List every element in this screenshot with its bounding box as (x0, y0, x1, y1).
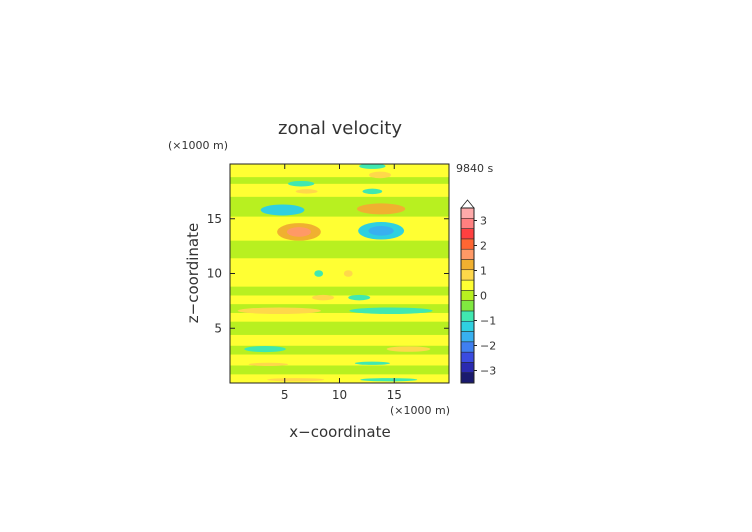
colorbar-swatch-8 (460, 290, 475, 301)
colorbar-swatch-15 (460, 218, 475, 229)
colorbar-swatch-12 (460, 248, 475, 260)
field-blob-0 (288, 180, 315, 187)
field-blob-19 (267, 378, 325, 382)
colorbar: 3 2 1 0 −1 −2 −3 (460, 199, 496, 384)
time-label: 9840 s (456, 162, 493, 175)
field-band-5 (230, 321, 449, 335)
field-blob-core-6 (367, 205, 395, 212)
field-band-14 (230, 183, 449, 197)
colorbar-tick-label-5: −2 (480, 340, 496, 353)
field-blob-10 (343, 270, 353, 277)
field-blob-1 (369, 171, 391, 179)
field-band-6 (230, 312, 449, 322)
field-blob-17 (248, 362, 289, 367)
field-band-4 (230, 334, 449, 346)
field-band-13 (230, 196, 449, 217)
colorbar-extend-arrow (460, 199, 475, 209)
colorbar-swatch-7 (460, 300, 475, 312)
colorbar-tick-label-0: 3 (480, 215, 487, 228)
colorbar-tick-label-4: −1 (480, 315, 496, 328)
field-blobs (237, 164, 433, 382)
field-band-3 (230, 345, 449, 355)
y-tick-label-5: 5 (214, 321, 222, 335)
field-band-8 (230, 295, 449, 305)
field-band-15 (230, 177, 449, 184)
colorbar-swatch-10 (460, 269, 475, 281)
field-blob-core-5 (270, 206, 295, 214)
field-blob-18 (354, 361, 390, 365)
y-tick-label-10: 10 (207, 267, 222, 281)
field-blob-9 (314, 270, 324, 277)
colorbar-tick-label-2: 1 (480, 265, 487, 278)
field-blob-20 (360, 378, 418, 382)
chart-title: zonal velocity (278, 118, 402, 139)
field-band-9 (230, 286, 449, 296)
x-tick-label-10: 10 (332, 388, 347, 402)
plot-area (230, 164, 449, 383)
field-blob-2 (359, 164, 386, 169)
colorbar-swatch-5 (460, 320, 475, 332)
field-blob-core-7 (286, 227, 312, 237)
colorbar-swatch-4 (460, 331, 475, 343)
y-axis: 5 10 15 (207, 212, 449, 335)
y-unit-label: (×1000 m) (168, 139, 228, 152)
x-axis-label: x−coordinate (289, 423, 390, 441)
field-blob-15 (244, 345, 286, 353)
field-band-11 (230, 240, 449, 259)
y-axis-label: z−coordinate (184, 223, 202, 323)
field-blob-16 (386, 346, 431, 352)
field-band-12 (230, 216, 449, 241)
colorbar-swatch-2 (460, 351, 475, 363)
colorbar-swatch-3 (460, 341, 475, 353)
field-blob-core-8 (368, 225, 394, 236)
colorbar-swatch-11 (460, 259, 475, 271)
y-tick-label-15: 15 (207, 212, 222, 226)
colorbar-swatch-0 (460, 372, 475, 384)
field-blob-11 (312, 294, 335, 301)
field-blob-13 (237, 307, 321, 315)
colorbar-tick-label-6: −3 (480, 365, 496, 378)
field-band-10 (230, 258, 449, 287)
colorbar-swatch-1 (460, 362, 475, 373)
x-unit-label: (×1000 m) (390, 404, 450, 417)
x-tick-label-15: 15 (387, 388, 402, 402)
colorbar-swatch-9 (460, 279, 475, 291)
field-blob-3 (295, 189, 318, 194)
field-blob-12 (348, 294, 371, 301)
field-band-2 (230, 354, 449, 366)
field-blob-4 (362, 188, 383, 195)
colorbar-tick-label-1: 2 (480, 240, 487, 253)
x-axis: 5 10 15 (281, 164, 402, 402)
field-blob-14 (349, 307, 433, 315)
colorbar-swatch-6 (460, 310, 475, 322)
colorbar-tick-label-3: 0 (480, 290, 487, 303)
field-band-1 (230, 365, 449, 375)
colorbar-swatch-14 (460, 228, 475, 240)
x-tick-label-5: 5 (281, 388, 289, 402)
field-band-7 (230, 304, 449, 313)
colorbar-swatch-16 (460, 207, 475, 219)
colorbar-swatch-13 (460, 238, 475, 250)
